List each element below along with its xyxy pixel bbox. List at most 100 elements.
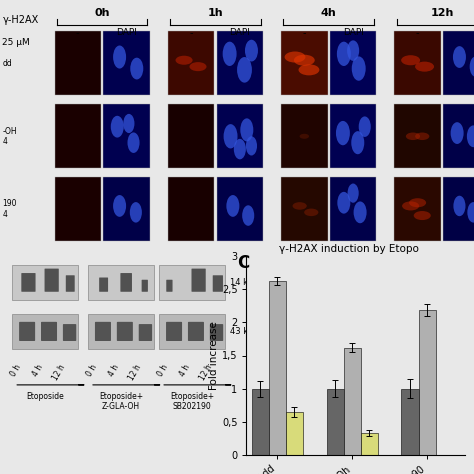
FancyBboxPatch shape <box>45 269 59 292</box>
Bar <box>361 433 378 455</box>
Ellipse shape <box>352 56 365 81</box>
Bar <box>12 314 78 349</box>
FancyBboxPatch shape <box>63 324 76 341</box>
Bar <box>394 31 441 95</box>
Circle shape <box>292 202 307 210</box>
FancyBboxPatch shape <box>188 322 204 341</box>
Ellipse shape <box>246 137 257 155</box>
Bar <box>419 310 436 455</box>
Text: 0 h: 0 h <box>85 363 99 378</box>
FancyBboxPatch shape <box>166 280 173 292</box>
Text: -OH
4: -OH 4 <box>2 127 17 146</box>
Y-axis label: Fold increase: Fold increase <box>209 321 219 390</box>
Ellipse shape <box>227 195 239 217</box>
Text: Etoposide+
Z-GLA-OH: Etoposide+ Z-GLA-OH <box>99 392 143 411</box>
Ellipse shape <box>113 195 126 217</box>
Ellipse shape <box>113 46 126 69</box>
FancyBboxPatch shape <box>21 273 36 292</box>
Text: 4 h: 4 h <box>31 363 45 378</box>
Ellipse shape <box>237 57 252 82</box>
Bar <box>88 314 154 349</box>
Bar <box>281 31 328 95</box>
Circle shape <box>401 55 420 65</box>
Ellipse shape <box>130 58 143 80</box>
FancyBboxPatch shape <box>210 324 223 341</box>
Circle shape <box>414 211 431 220</box>
Text: 4h: 4h <box>321 8 337 18</box>
Ellipse shape <box>470 56 474 77</box>
Ellipse shape <box>347 40 359 61</box>
Ellipse shape <box>128 132 139 153</box>
Bar <box>88 264 154 300</box>
FancyBboxPatch shape <box>117 322 133 341</box>
Text: 0 h: 0 h <box>9 363 23 378</box>
Ellipse shape <box>467 126 474 147</box>
Text: 12 h: 12 h <box>51 363 67 382</box>
Circle shape <box>415 62 434 72</box>
Bar <box>103 104 150 168</box>
Text: 43 kDa: 43 kDa <box>230 327 260 336</box>
Text: 1h: 1h <box>208 8 223 18</box>
Bar <box>269 281 286 455</box>
Ellipse shape <box>454 196 465 216</box>
Ellipse shape <box>351 131 365 154</box>
Bar <box>168 177 214 241</box>
Bar <box>286 412 303 455</box>
Ellipse shape <box>337 42 351 66</box>
Ellipse shape <box>467 202 474 223</box>
Bar <box>168 31 214 95</box>
Text: 12 h: 12 h <box>127 363 143 382</box>
Bar <box>281 177 328 241</box>
Text: C: C <box>237 254 249 272</box>
Bar <box>159 314 225 349</box>
Bar <box>401 389 419 455</box>
Text: 25 μM: 25 μM <box>2 38 30 46</box>
Bar <box>330 177 376 241</box>
Bar <box>55 31 101 95</box>
Circle shape <box>415 133 429 140</box>
FancyBboxPatch shape <box>166 322 182 341</box>
Ellipse shape <box>337 192 350 214</box>
Circle shape <box>299 64 319 75</box>
Text: DAPI: DAPI <box>229 27 250 36</box>
Bar <box>217 177 263 241</box>
FancyBboxPatch shape <box>19 322 35 341</box>
Text: 0 h: 0 h <box>156 363 170 378</box>
Text: γ-H2AX induction by Etopo: γ-H2AX induction by Etopo <box>279 244 419 254</box>
Text: 12 h: 12 h <box>198 363 214 382</box>
Ellipse shape <box>130 202 142 223</box>
Bar <box>217 104 263 168</box>
Bar <box>443 104 474 168</box>
Ellipse shape <box>453 46 466 68</box>
Ellipse shape <box>234 139 246 159</box>
Text: DAPI: DAPI <box>343 27 364 36</box>
Bar <box>217 31 263 95</box>
Bar <box>252 389 269 455</box>
Bar <box>12 264 78 300</box>
FancyBboxPatch shape <box>139 324 152 341</box>
Text: -: - <box>416 27 419 37</box>
Text: 14 kDa: 14 kDa <box>230 278 259 287</box>
Bar <box>443 177 474 241</box>
Circle shape <box>294 55 315 66</box>
Circle shape <box>284 52 305 63</box>
Circle shape <box>409 198 426 207</box>
FancyBboxPatch shape <box>120 273 132 292</box>
Ellipse shape <box>242 205 254 226</box>
Ellipse shape <box>240 118 253 141</box>
Text: 12h: 12h <box>430 8 454 18</box>
Ellipse shape <box>336 121 350 145</box>
Bar <box>327 389 344 455</box>
Ellipse shape <box>111 116 124 137</box>
Text: γ-H2AX: γ-H2AX <box>2 15 38 25</box>
Text: -: - <box>76 27 80 37</box>
Text: 4 h: 4 h <box>178 363 192 378</box>
Text: -: - <box>302 27 306 37</box>
FancyBboxPatch shape <box>41 322 57 341</box>
FancyBboxPatch shape <box>66 275 75 292</box>
Bar <box>394 104 441 168</box>
FancyBboxPatch shape <box>191 269 206 292</box>
Text: Etoposide: Etoposide <box>26 392 64 401</box>
Ellipse shape <box>223 42 237 66</box>
Ellipse shape <box>224 124 237 148</box>
